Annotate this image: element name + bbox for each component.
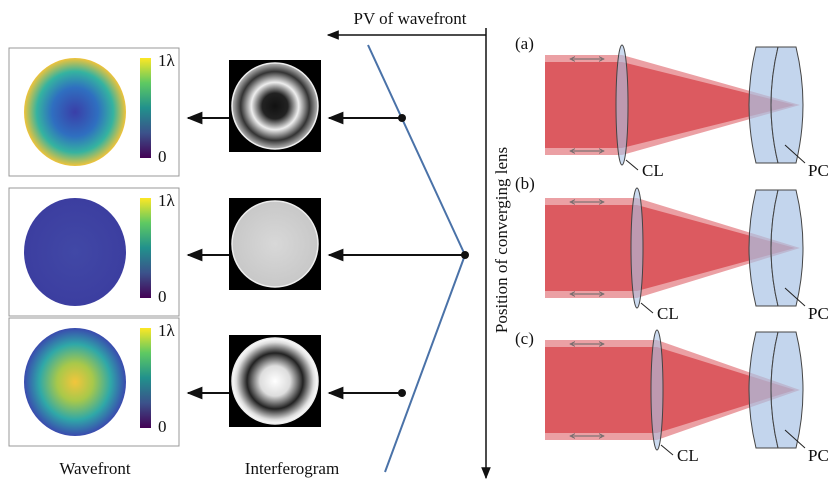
interferogram — [232, 63, 318, 149]
colorbar — [140, 58, 151, 158]
colorbar-min: 0 — [158, 147, 167, 166]
converging-lens — [616, 45, 628, 165]
sample-point — [398, 389, 406, 397]
wavefront-map — [24, 328, 126, 436]
lens-label: CL — [677, 446, 699, 465]
colorbar-max: 1λ — [158, 191, 176, 210]
plate-back — [771, 190, 803, 306]
plate-back — [771, 47, 803, 163]
panel-label: (c) — [515, 329, 534, 348]
lens-leader — [661, 445, 673, 455]
colorbar-min: 0 — [158, 417, 167, 436]
converging-lens — [651, 330, 663, 450]
plate-back — [771, 332, 803, 448]
colorbar-max: 1λ — [158, 321, 176, 340]
interferogram — [232, 338, 318, 424]
sample-point — [398, 114, 406, 122]
axis-label: Position of converging lens — [492, 147, 511, 333]
interferogram-column-label: Interferogram — [245, 459, 339, 478]
colorbar — [140, 198, 151, 298]
lens-label: CL — [642, 161, 664, 180]
pv-label: PV of wavefront — [354, 9, 467, 28]
lens-label: CL — [657, 304, 679, 323]
pv-curve — [368, 45, 465, 472]
panel-label: (a) — [515, 34, 534, 53]
plate-label: PC — [808, 161, 829, 180]
panel-label: (b) — [515, 174, 535, 193]
wavefront-map — [24, 198, 126, 306]
colorbar-max: 1λ — [158, 51, 176, 70]
colorbar — [140, 328, 151, 428]
wavefront-map — [24, 58, 126, 166]
figure: PV of wavefront Position of converging l… — [0, 0, 833, 486]
wavefront-column-label: Wavefront — [59, 459, 131, 478]
converging-lens — [631, 188, 643, 308]
colorbar-min: 0 — [158, 287, 167, 306]
sample-point — [461, 251, 469, 259]
interferogram — [232, 201, 318, 287]
plate-label: PC — [808, 304, 829, 323]
lens-leader — [626, 160, 638, 170]
lens-leader — [641, 303, 653, 313]
plate-label: PC — [808, 446, 829, 465]
